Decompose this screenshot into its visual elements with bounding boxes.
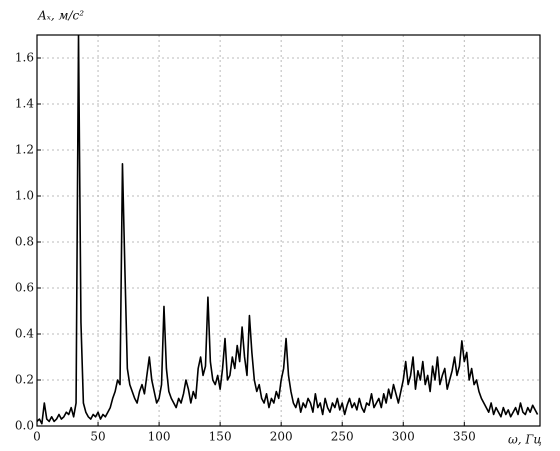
y-tick-label: 0.0: [15, 419, 34, 433]
x-tick-label: 250: [331, 430, 354, 444]
y-tick-label: 0.4: [15, 327, 34, 341]
y-tick-label: 0.8: [15, 235, 34, 249]
x-tick-label: 200: [270, 430, 293, 444]
spectrum-line: [37, 35, 539, 425]
x-axis-label: ω, Гц: [508, 433, 542, 447]
y-tick-label: 1.4: [15, 97, 34, 111]
y-tick-label: 1.6: [15, 51, 34, 65]
x-tick-label: 150: [209, 430, 232, 444]
y-tick-label: 1.2: [15, 143, 34, 157]
plot-frame: [36, 34, 541, 427]
y-axis-label: Aₓ, м/с²: [37, 9, 84, 23]
y-tick-label: 0.6: [15, 281, 34, 295]
x-tick-label: 50: [90, 430, 105, 444]
x-tick-label: 100: [148, 430, 171, 444]
x-tick-label: 0: [33, 430, 41, 444]
y-tick-label: 1.0: [15, 189, 34, 203]
y-tick-label: 0.2: [15, 373, 34, 387]
x-tick-label: 350: [453, 430, 476, 444]
x-tick-label: 300: [392, 430, 415, 444]
